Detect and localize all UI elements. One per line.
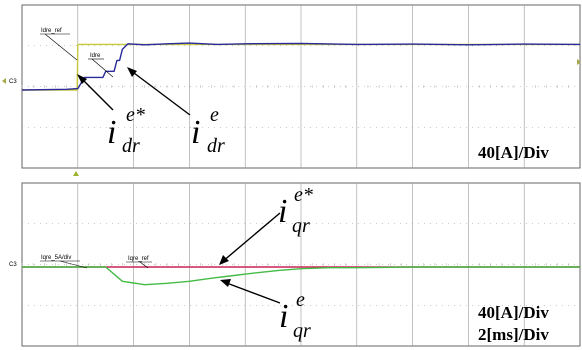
annotation-label-iqr-ref: i e* qr	[278, 184, 317, 237]
series-label-iqre-5a-div: Iqre_5A/div	[41, 255, 71, 261]
level-marker	[577, 59, 581, 65]
top-scale-label: 40[A]/Div	[478, 143, 549, 162]
series-line-idre	[21, 42, 581, 91]
channel-label: C3	[9, 262, 17, 268]
top-panel: Idre_ref Idre C3 i e* dr i e dr 40[A]/D	[9, 4, 581, 176]
annotation-arrow-iqr-ref	[219, 212, 281, 265]
tag-leader	[139, 261, 149, 269]
channel-label: C3	[9, 79, 17, 85]
top-traces	[21, 42, 581, 91]
series-label-idre-ref: Idre_ref	[41, 28, 62, 34]
annotation-label-iqr: i e qr	[279, 289, 311, 342]
series-label-iqre-ref: Iqre_ref	[128, 256, 149, 262]
series-label-idre: Idre	[90, 53, 101, 59]
level-marker	[2, 78, 6, 84]
annotation-arrow-iqr	[220, 279, 281, 304]
tag-leader	[59, 260, 88, 269]
annotation-label-idr: i e dr	[191, 104, 225, 157]
annotation-arrow-idr	[127, 67, 191, 116]
annotation-label-idr-ref: i e* dr	[107, 104, 149, 157]
top-grid	[21, 5, 580, 168]
bottom-scale-label: 40[A]/Div	[478, 303, 549, 322]
annotation-arrow-idr-ref	[77, 74, 114, 111]
bottom-grid	[21, 183, 580, 346]
trigger-marker	[73, 171, 79, 176]
bottom-panel: C3 Iqre_5A/div Iqre_ref i e* qr i e qr	[9, 182, 581, 347]
tag-leader	[91, 58, 114, 78]
series-line-iqre-5a-div	[22, 266, 580, 286]
time-scale-label: 2[ms]/Div	[478, 325, 549, 344]
tag-leader	[44, 33, 78, 61]
bottom-traces	[22, 266, 580, 286]
